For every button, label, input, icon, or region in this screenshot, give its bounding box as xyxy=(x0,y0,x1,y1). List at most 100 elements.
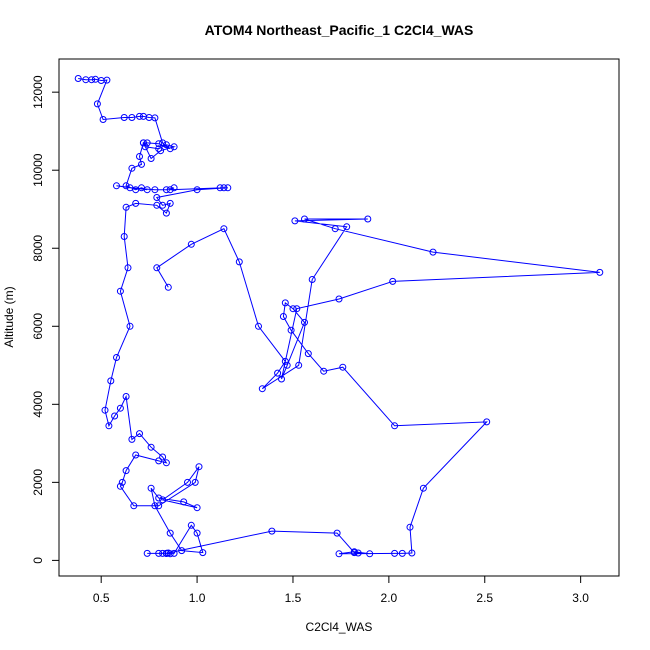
data-point xyxy=(118,478,126,486)
data-point xyxy=(220,184,228,192)
data-point xyxy=(406,523,414,531)
data-point xyxy=(162,459,170,467)
data-point xyxy=(301,318,308,326)
data-point xyxy=(122,467,130,475)
data-point xyxy=(408,549,416,557)
data-point xyxy=(193,529,201,537)
data-point xyxy=(74,75,82,82)
data-point xyxy=(126,184,134,192)
data-point xyxy=(162,141,170,149)
y-tick-label: 2000 xyxy=(31,469,45,496)
data-point xyxy=(143,186,151,194)
data-point xyxy=(93,100,101,108)
data-point xyxy=(138,160,145,168)
data-point xyxy=(268,527,276,535)
data-point xyxy=(304,350,312,358)
data-point xyxy=(157,147,165,155)
data-point xyxy=(151,502,159,510)
data-point xyxy=(132,199,140,207)
data-point xyxy=(88,76,96,84)
data-point xyxy=(111,412,119,420)
data-point xyxy=(113,354,120,361)
data-point xyxy=(187,521,195,529)
data-point xyxy=(153,201,161,209)
data-point xyxy=(132,451,140,459)
data-point xyxy=(258,385,266,393)
x-tick-label: 2.5 xyxy=(476,591,493,605)
data-point xyxy=(166,529,174,537)
data-point xyxy=(429,248,437,256)
data-point xyxy=(278,375,285,383)
y-tick-label: 8000 xyxy=(31,235,45,262)
data-point xyxy=(141,143,149,151)
data-point xyxy=(199,549,207,557)
data-point xyxy=(147,484,155,492)
data-point xyxy=(162,186,170,194)
data-point xyxy=(339,363,347,371)
data-point xyxy=(398,549,406,557)
data-point xyxy=(120,233,128,240)
data-point xyxy=(281,357,289,365)
data-point xyxy=(293,305,301,313)
data-point xyxy=(155,457,163,465)
data-point xyxy=(193,504,201,512)
data-point xyxy=(128,435,136,443)
data-point xyxy=(308,276,316,283)
data-point xyxy=(151,186,159,194)
data-point xyxy=(166,145,174,153)
data-point xyxy=(116,482,124,490)
data-point xyxy=(139,139,147,147)
chart-title: ATOM4 Northeast_Pacific_1 C2Cl4_WAS xyxy=(205,22,474,38)
data-point xyxy=(116,404,124,412)
data-point xyxy=(289,305,297,313)
y-tick-label: 10000 xyxy=(31,153,45,187)
data-point xyxy=(291,217,299,225)
data-point xyxy=(155,140,163,148)
data-point xyxy=(155,549,163,557)
data-point xyxy=(419,484,427,492)
data-point xyxy=(224,184,232,192)
data-point xyxy=(178,547,186,555)
data-point xyxy=(136,430,143,438)
data-point xyxy=(343,223,351,231)
y-tick-label: 4000 xyxy=(31,391,45,418)
data-point xyxy=(159,139,167,147)
data-point xyxy=(287,326,295,334)
x-axis-label: C2Cl4_WAS xyxy=(306,620,373,634)
data-point xyxy=(164,549,172,557)
data-point xyxy=(113,182,120,190)
data-point xyxy=(354,549,362,557)
data-point xyxy=(333,529,341,537)
data-point xyxy=(124,264,132,272)
data-point xyxy=(193,186,201,194)
data-point xyxy=(331,225,339,233)
data-point xyxy=(195,463,203,471)
data-point xyxy=(122,182,130,190)
x-axis: 0.5 1.0 1.5 2.0 2.5 3.0 xyxy=(93,575,589,605)
data-point xyxy=(130,502,138,510)
data-point xyxy=(105,422,113,430)
data-point xyxy=(107,377,115,385)
data-point xyxy=(147,443,155,451)
data-point xyxy=(155,145,163,153)
data-point xyxy=(136,153,143,160)
data-point xyxy=(184,478,191,486)
data-point xyxy=(170,184,178,192)
data-point xyxy=(283,361,291,369)
data-point xyxy=(335,295,343,303)
data-point xyxy=(279,313,287,320)
y-axis-label: Altitude (m) xyxy=(2,286,16,347)
data-point xyxy=(128,114,136,121)
x-tick-label: 2.0 xyxy=(381,591,398,605)
data-point xyxy=(295,361,303,369)
data-point xyxy=(191,478,199,486)
data-point xyxy=(180,498,188,506)
y-tick-label: 6000 xyxy=(31,313,45,340)
data-point xyxy=(159,496,167,504)
data-point xyxy=(153,264,161,272)
data-point xyxy=(281,299,289,307)
data-point xyxy=(483,418,491,426)
y-tick-label: 0 xyxy=(31,557,45,564)
